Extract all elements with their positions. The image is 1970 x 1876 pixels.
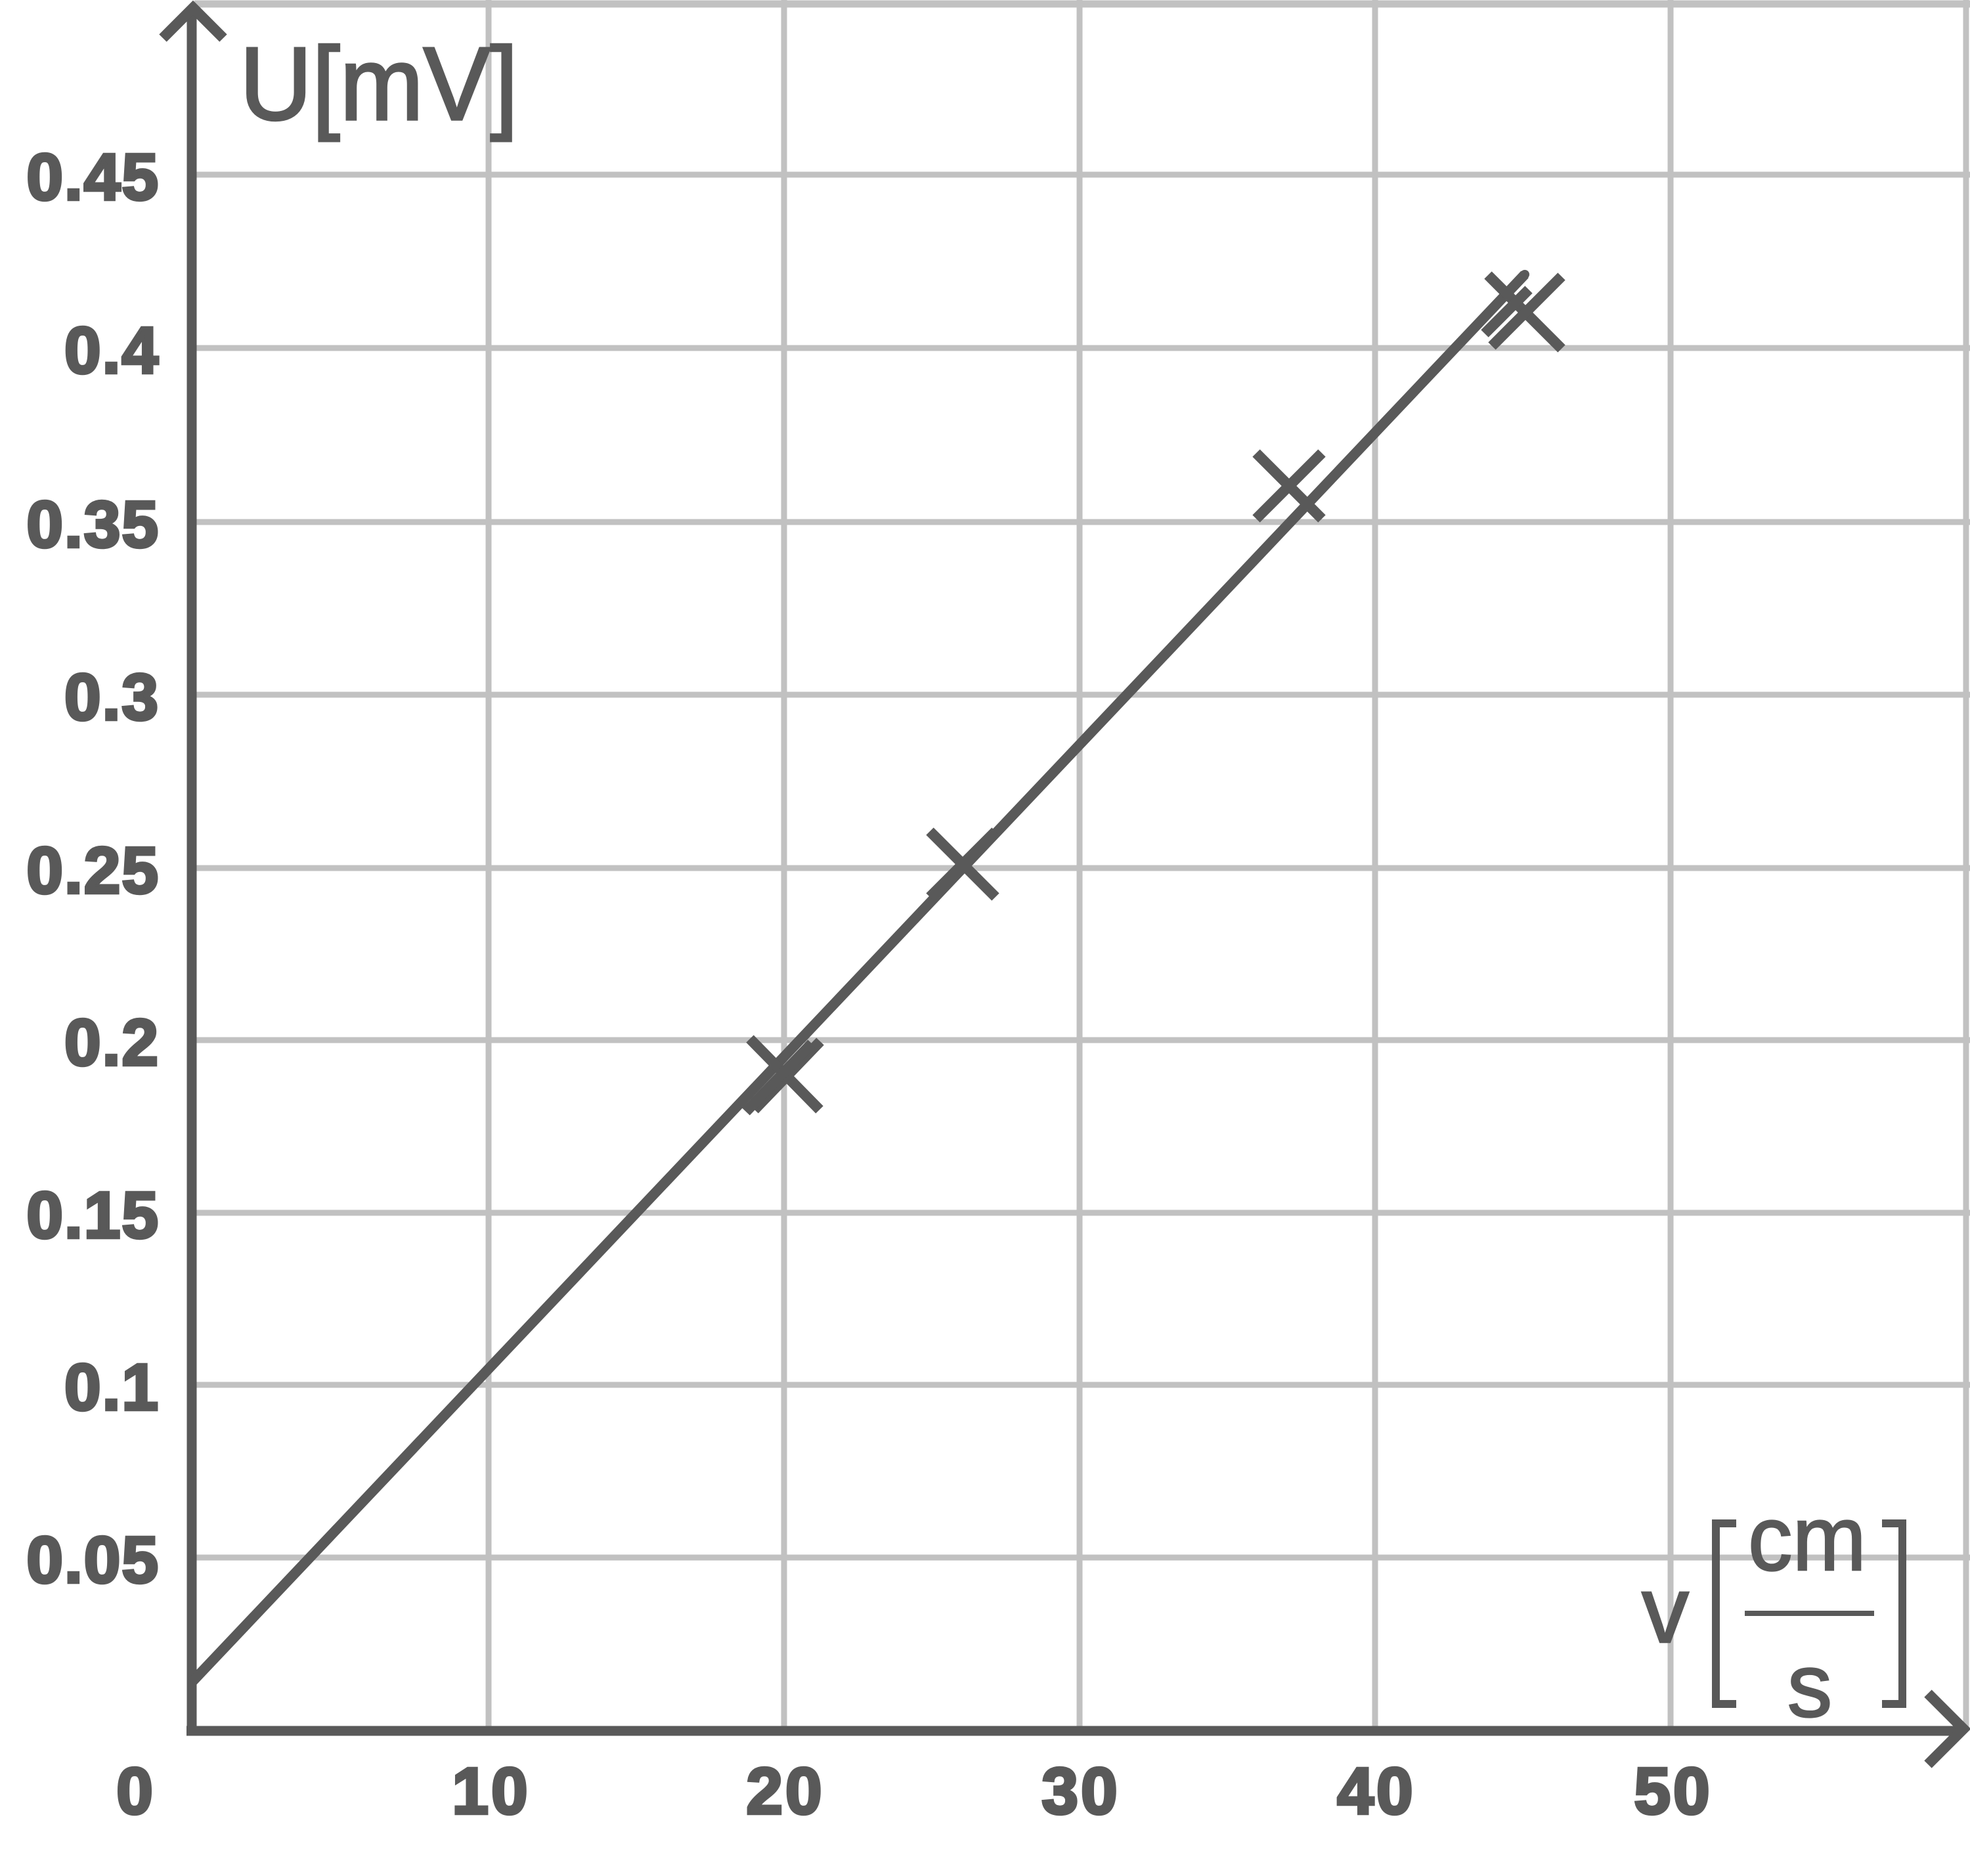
svg-text:0.15: 0.15 [26,1179,160,1252]
svg-text:v: v [1642,1557,1689,1663]
svg-text:40: 40 [1337,1755,1415,1828]
svg-text:0.2: 0.2 [64,1006,160,1080]
svg-text:50: 50 [1634,1755,1712,1828]
svg-text:cm: cm [1748,1487,1866,1590]
svg-text:0.35: 0.35 [26,488,160,561]
svg-text:20: 20 [746,1755,824,1828]
svg-text:0.3: 0.3 [64,661,160,734]
svg-text:U[mV]: U[mV] [240,26,518,142]
svg-text:s: s [1787,1636,1833,1736]
svg-text:0.05: 0.05 [26,1523,160,1597]
svg-text:0.45: 0.45 [26,141,160,214]
svg-text:10: 10 [452,1755,530,1828]
svg-text:0.25: 0.25 [26,834,160,907]
svg-text:0.1: 0.1 [64,1351,160,1424]
svg-text:0.4: 0.4 [64,314,160,387]
svg-text:30: 30 [1041,1755,1120,1828]
svg-text:0: 0 [116,1755,156,1828]
